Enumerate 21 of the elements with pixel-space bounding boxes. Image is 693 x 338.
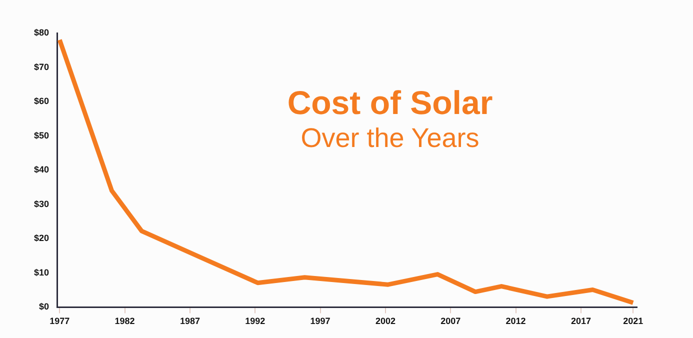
y-tick-label: $70: [34, 62, 50, 72]
y-tick-label: $80: [34, 27, 50, 38]
y-tick-label: $20: [34, 233, 50, 244]
x-tick-label: 1992: [245, 316, 266, 326]
y-tick-label: $60: [34, 96, 50, 106]
x-tick-label: 1977: [50, 316, 70, 326]
y-tick-label: $0: [39, 302, 50, 312]
y-tick-label: $40: [34, 164, 50, 175]
x-tick-label: 1982: [114, 316, 135, 326]
text: Over the Years: [300, 122, 480, 154]
x-tick-label: 2017: [570, 316, 591, 326]
x-tick-label: 2007: [440, 316, 461, 326]
x-tick-label: 2012: [506, 316, 526, 326]
text: Cost of Solar: [286, 84, 494, 122]
x-tick-label: 2021: [623, 316, 644, 326]
y-tick-label: $30: [34, 198, 50, 209]
y-tick-label: $50: [34, 130, 50, 140]
y-tick-label: $10: [34, 267, 50, 278]
x-tick-label: 2002: [375, 316, 396, 326]
x-tick-label: 1997: [310, 316, 330, 326]
x-tick-label: 1987: [180, 316, 200, 326]
